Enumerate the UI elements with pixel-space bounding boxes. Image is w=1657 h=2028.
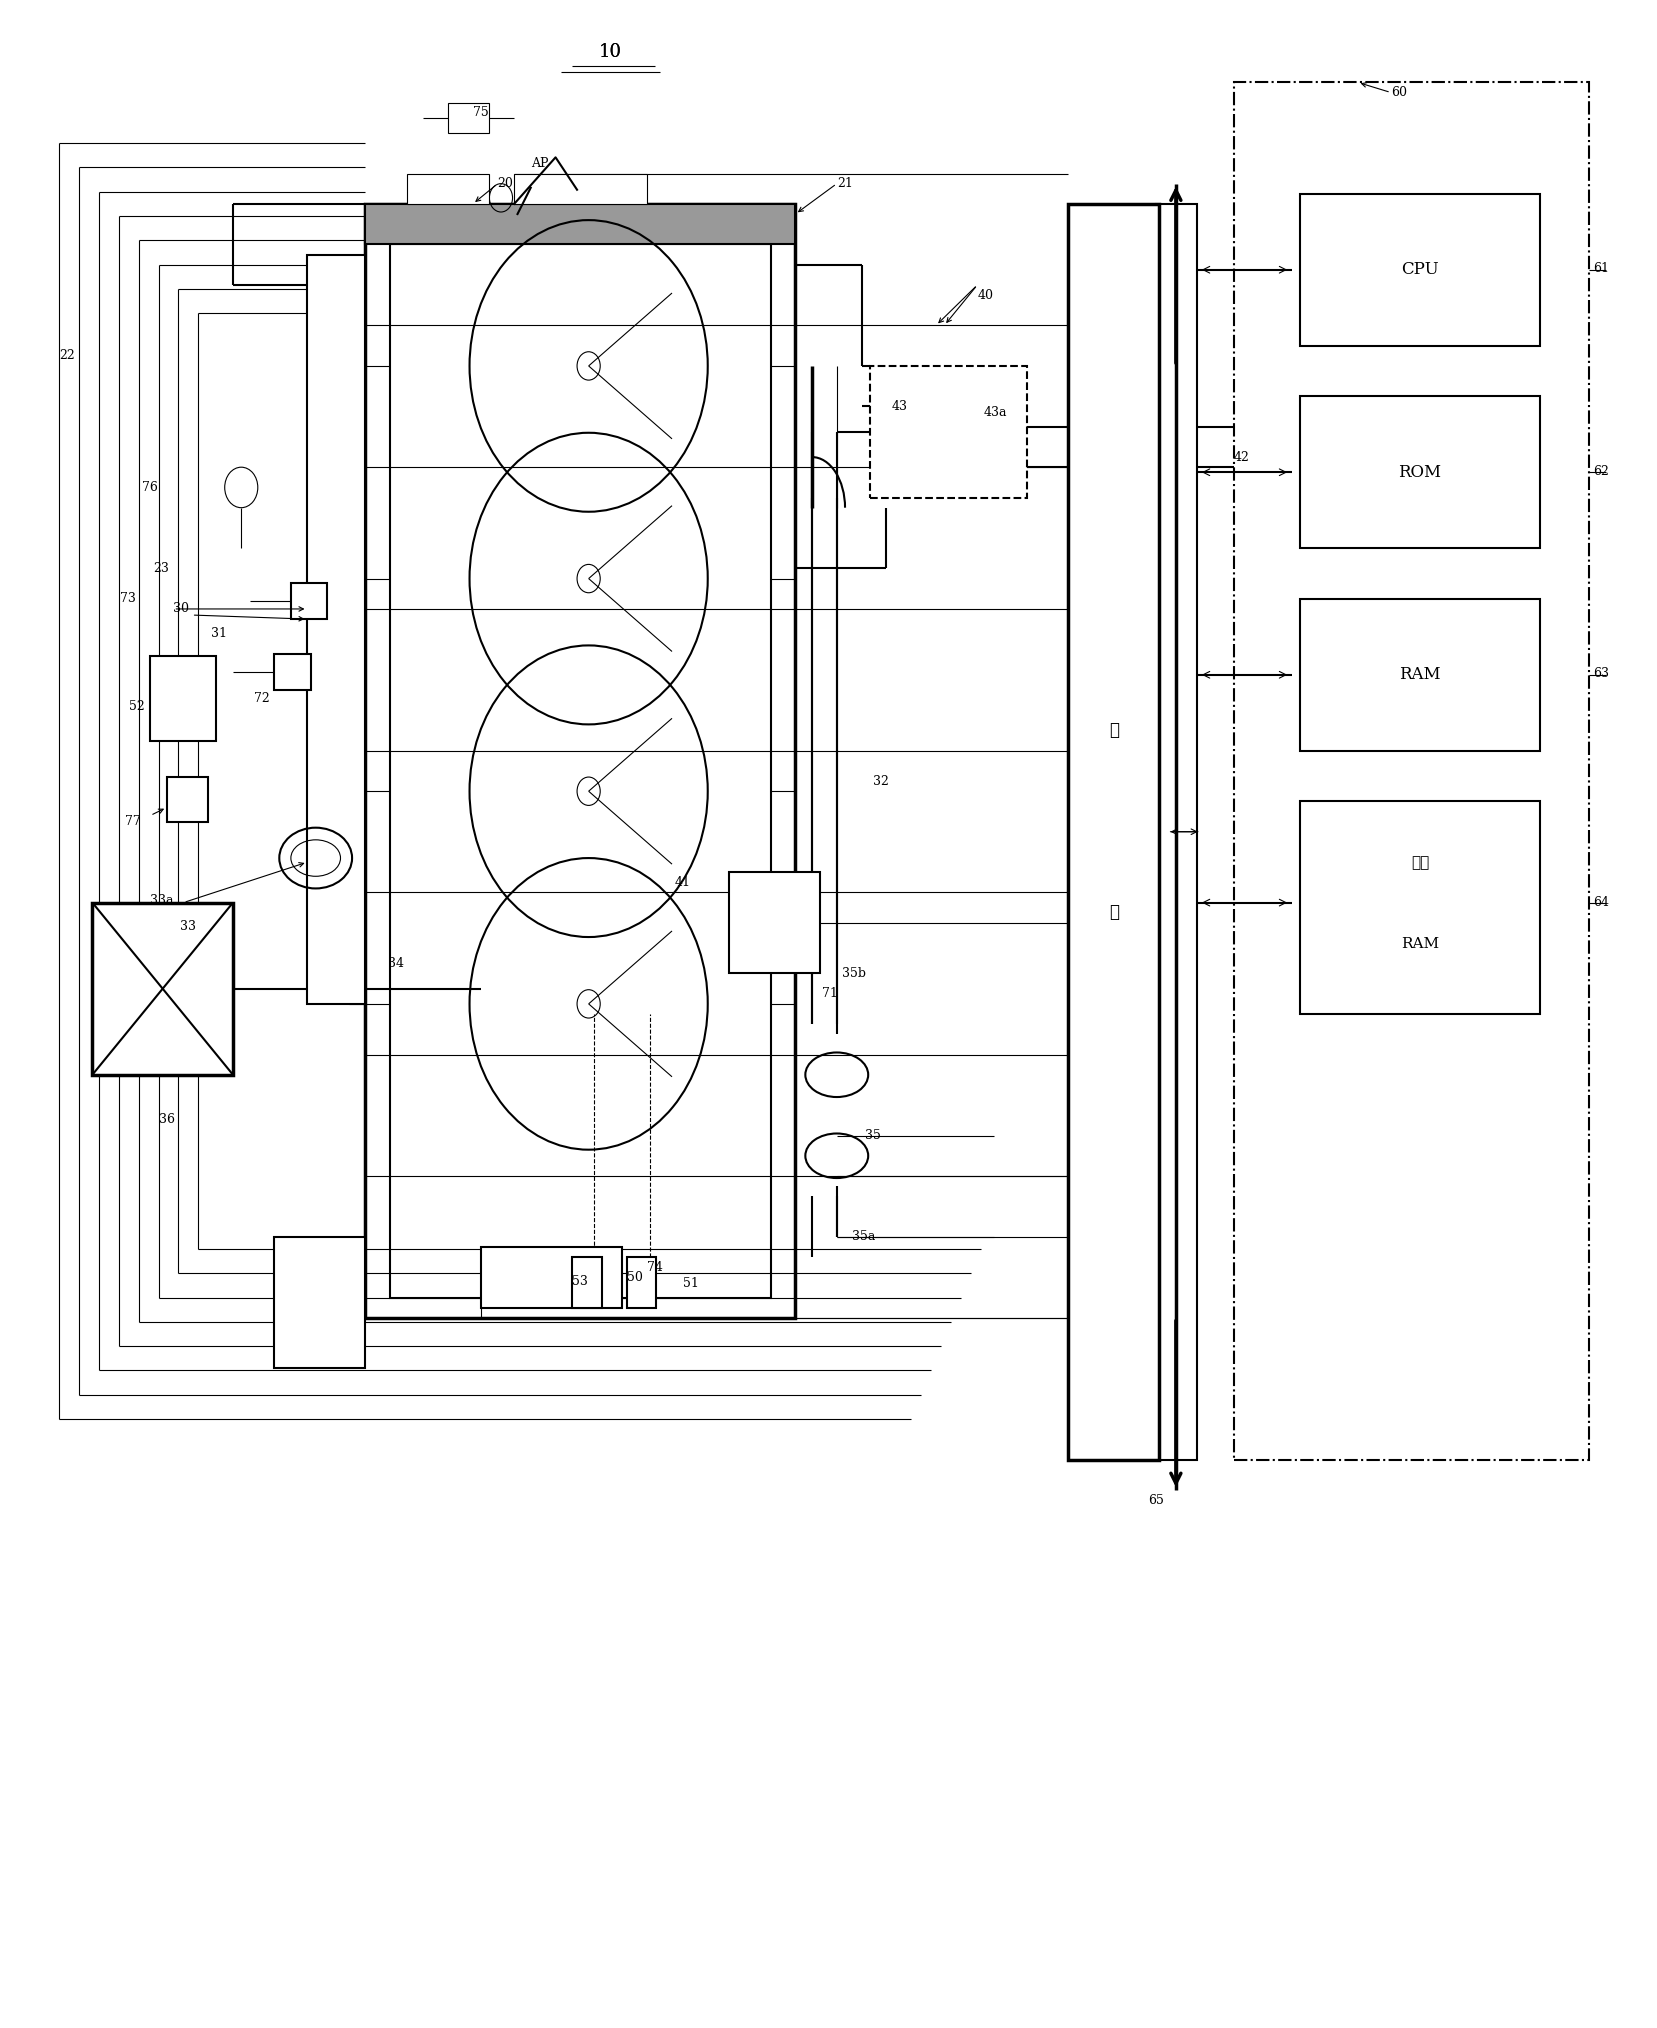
Text: 接: 接	[1109, 722, 1118, 738]
Bar	[1301, 195, 1539, 345]
Text: 34: 34	[388, 957, 404, 969]
Text: ROM: ROM	[1399, 464, 1442, 481]
Text: 35a: 35a	[852, 1231, 875, 1243]
Bar	[365, 205, 795, 245]
Text: CPU: CPU	[1402, 262, 1438, 278]
Bar	[275, 653, 312, 690]
Text: 65: 65	[1148, 1493, 1163, 1507]
Text: 23: 23	[154, 562, 169, 576]
Bar	[447, 103, 489, 134]
Text: 22: 22	[60, 349, 75, 363]
Text: 53: 53	[572, 1276, 588, 1288]
Text: 10: 10	[598, 43, 621, 61]
Text: 63: 63	[1592, 667, 1609, 679]
Text: 35b: 35b	[842, 967, 865, 980]
Bar	[481, 1247, 621, 1308]
Text: 33a: 33a	[151, 894, 174, 907]
Bar	[1301, 598, 1539, 750]
Text: 77: 77	[126, 815, 141, 827]
Text: 备份: 备份	[1410, 856, 1428, 870]
Bar	[406, 174, 489, 205]
Text: 64: 64	[1592, 896, 1609, 909]
Text: 口: 口	[1109, 904, 1118, 921]
Text: RAM: RAM	[1400, 937, 1438, 951]
Bar	[572, 1257, 601, 1308]
Text: 43a: 43a	[984, 406, 1007, 420]
Text: 35: 35	[865, 1130, 882, 1142]
Text: AP: AP	[530, 156, 548, 170]
Text: 40: 40	[978, 288, 994, 302]
Text: 76: 76	[143, 481, 157, 495]
Bar	[1301, 801, 1539, 1014]
Text: 60: 60	[1390, 85, 1407, 99]
Bar	[626, 1257, 656, 1308]
Text: 33: 33	[181, 921, 196, 933]
Bar	[93, 902, 234, 1075]
Text: 10: 10	[598, 43, 621, 61]
Bar	[1234, 83, 1589, 1460]
Text: 31: 31	[212, 627, 227, 639]
Text: 43: 43	[891, 400, 908, 414]
Bar	[151, 655, 217, 740]
Bar	[308, 256, 365, 1004]
Bar	[729, 872, 820, 973]
Bar	[1157, 205, 1198, 1460]
Text: RAM: RAM	[1399, 667, 1440, 683]
Text: 61: 61	[1592, 262, 1609, 276]
Bar	[365, 205, 795, 1318]
Text: 20: 20	[497, 176, 514, 191]
Text: 75: 75	[472, 105, 489, 120]
Text: 51: 51	[683, 1278, 699, 1290]
Bar	[1069, 205, 1160, 1460]
Text: 62: 62	[1592, 464, 1609, 479]
Bar	[275, 1237, 365, 1369]
Text: 32: 32	[873, 775, 890, 787]
Text: 74: 74	[646, 1261, 663, 1274]
Text: 73: 73	[121, 592, 136, 604]
Bar	[167, 777, 209, 821]
Bar	[292, 582, 328, 619]
Bar	[389, 245, 771, 1298]
Text: 41: 41	[674, 876, 691, 888]
Bar	[514, 174, 646, 205]
Text: 50: 50	[626, 1272, 643, 1284]
Bar	[870, 365, 1027, 497]
Text: 52: 52	[129, 700, 144, 712]
Text: 36: 36	[159, 1113, 174, 1126]
Text: 42: 42	[1234, 450, 1249, 464]
Text: 21: 21	[837, 176, 853, 191]
Text: 71: 71	[822, 988, 838, 1000]
Text: 72: 72	[255, 692, 270, 704]
Bar	[1301, 395, 1539, 548]
Text: 30: 30	[174, 602, 189, 614]
